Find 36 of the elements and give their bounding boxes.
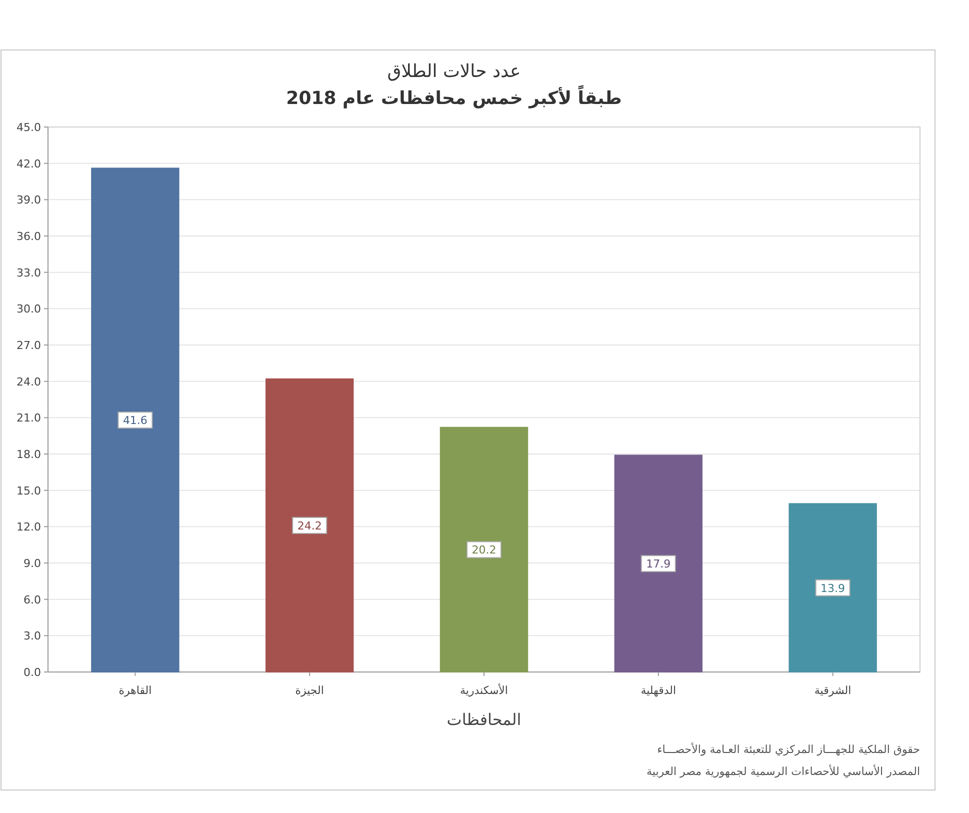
y-tick-label: 24.0 bbox=[16, 375, 41, 388]
data-label: 17.9 bbox=[646, 558, 671, 571]
bar bbox=[614, 454, 702, 672]
bar bbox=[91, 168, 180, 672]
text: حقوق الملكية للجهـــاز المركزي للتعبئة العـامة والأحصـــاء bbox=[657, 742, 920, 756]
y-tick-label: 42.0 bbox=[16, 157, 41, 170]
data-label: 20.2 bbox=[472, 544, 496, 557]
chart-title: عدد حالات الطلاق bbox=[387, 61, 521, 82]
bar bbox=[266, 378, 354, 672]
y-tick-label: 0.0 bbox=[24, 666, 41, 679]
x-tick-label: الشرقية bbox=[814, 684, 852, 697]
y-tick-label: 9.0 bbox=[24, 557, 41, 570]
data-label: 13.9 bbox=[820, 582, 846, 595]
y-tick-label: 45.0 bbox=[16, 121, 41, 134]
y-tick-label: 3.0 bbox=[24, 630, 41, 643]
y-tick-label: 27.0 bbox=[16, 339, 41, 352]
y-tick-label: 6.0 bbox=[24, 593, 41, 606]
x-tick-label: الأسكندرية bbox=[460, 683, 508, 697]
bar bbox=[788, 503, 877, 672]
chart-subtitle: طبقاً لأكبر خمس محافظات عام 2018 bbox=[286, 85, 622, 109]
y-tick-label: 21.0 bbox=[16, 412, 41, 425]
x-tick-label: الجيزة bbox=[295, 684, 324, 697]
y-tick-label: 36.0 bbox=[16, 230, 41, 243]
y-tick-label: 30.0 bbox=[16, 302, 41, 316]
x-tick-label: الدقهلية bbox=[640, 684, 676, 697]
text: المصدر الأساسي للأحصاءات الرسمية لجمهورية مصر العربية bbox=[646, 764, 920, 778]
data-label: 41.6 bbox=[122, 414, 148, 428]
x-tick-label: القاهرة bbox=[118, 684, 152, 697]
x-axis-title: المحافظات bbox=[446, 710, 522, 729]
bar bbox=[440, 426, 528, 672]
y-tick-label: 39.0 bbox=[16, 194, 41, 207]
y-tick-label: 18.0 bbox=[16, 448, 41, 461]
y-tick-label: 33.0 bbox=[16, 266, 41, 280]
data-label: 24.2 bbox=[297, 519, 322, 532]
y-tick-label: 15.0 bbox=[16, 484, 41, 498]
y-tick-label: 12.0 bbox=[16, 520, 41, 534]
